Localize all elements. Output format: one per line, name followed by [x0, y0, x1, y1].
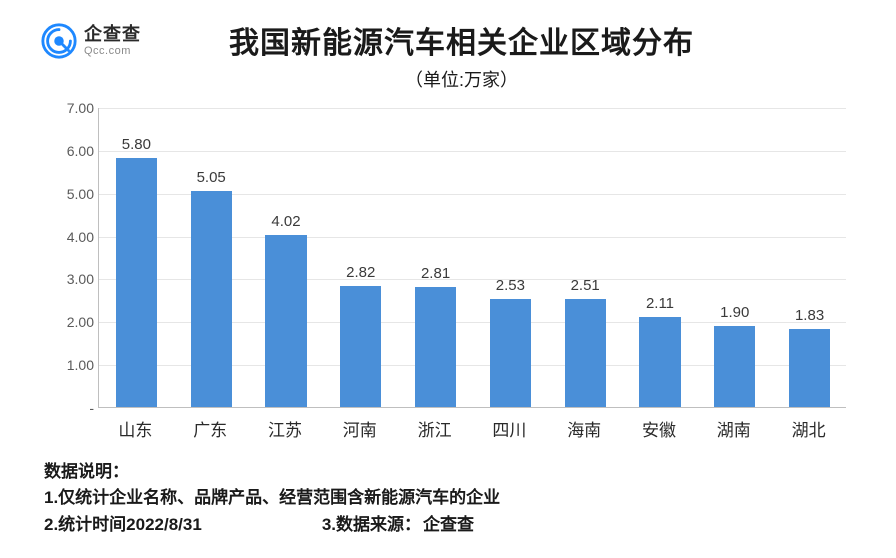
bar: 1.90 [714, 326, 755, 407]
header: 企查查 Qcc.com 我国新能源汽车相关企业区域分布 （单位:万家） [0, 0, 896, 92]
bar: 2.11 [639, 317, 680, 407]
x-category-label: 湖南 [717, 416, 751, 441]
y-tick-label: 4.00 [54, 229, 94, 245]
x-category-label: 山东 [118, 416, 152, 441]
chart-subtitle: （单位:万家） [51, 66, 872, 92]
y-tick-label: 6.00 [54, 143, 94, 159]
bar: 2.82 [340, 286, 381, 407]
notes-heading: 数据说明： [44, 459, 500, 485]
notes-line2b: 3.数据来源：企查查 [322, 512, 476, 538]
y-tick-label: 3.00 [54, 271, 94, 287]
bar: 2.81 [415, 287, 456, 407]
bar-value-label: 1.90 [714, 304, 755, 321]
grid-line [99, 151, 846, 152]
title-block: 我国新能源汽车相关企业区域分布 （单位:万家） [51, 18, 872, 92]
bar-chart: -1.002.003.004.005.006.007.00 5.805.054.… [54, 108, 846, 440]
y-tick-label: - [54, 400, 94, 416]
bar-value-label: 1.83 [789, 307, 830, 324]
y-tick-label: 2.00 [54, 314, 94, 330]
notes-line1: 1.仅统计企业名称、品牌产品、经营范围含新能源汽车的企业 [44, 485, 500, 511]
x-category-label: 广东 [193, 416, 227, 441]
bar-value-label: 2.53 [490, 277, 531, 294]
x-category-label: 河南 [343, 416, 377, 441]
x-category-label: 安徽 [642, 416, 676, 441]
bar-value-label: 2.82 [340, 264, 381, 281]
y-tick-label: 1.00 [54, 357, 94, 373]
x-category-label: 江苏 [268, 416, 302, 441]
bar: 5.05 [191, 191, 232, 407]
x-category-label: 湖北 [792, 416, 826, 441]
data-notes: 数据说明： 1.仅统计企业名称、品牌产品、经营范围含新能源汽车的企业 2.统计时… [44, 459, 500, 538]
x-category-label: 浙江 [418, 416, 452, 441]
y-tick-label: 5.00 [54, 186, 94, 202]
bar: 2.51 [565, 299, 606, 407]
bar: 2.53 [490, 299, 531, 407]
data-source: 企查查 [421, 512, 476, 538]
grid-line [99, 108, 846, 109]
bar-value-label: 5.05 [191, 169, 232, 186]
bar: 4.02 [265, 235, 306, 407]
x-category-label: 海南 [567, 416, 601, 441]
bar-value-label: 2.51 [565, 277, 606, 294]
chart-title: 我国新能源汽车相关企业区域分布 [51, 18, 872, 62]
plot-area: 5.80 5.05 4.02 2.82 2.81 2.53 2.51 2.11 1.90 1.83 [98, 108, 846, 408]
bar: 5.80 [116, 158, 157, 407]
bar: 1.83 [789, 329, 830, 407]
bar-value-label: 4.02 [265, 213, 306, 230]
notes-line2a: 2.统计时间2022/8/31 [44, 512, 202, 538]
bar-value-label: 2.81 [415, 265, 456, 282]
y-tick-label: 7.00 [54, 100, 94, 116]
bar-value-label: 2.11 [639, 295, 680, 312]
x-category-label: 四川 [492, 416, 526, 441]
bar-value-label: 5.80 [116, 136, 157, 153]
